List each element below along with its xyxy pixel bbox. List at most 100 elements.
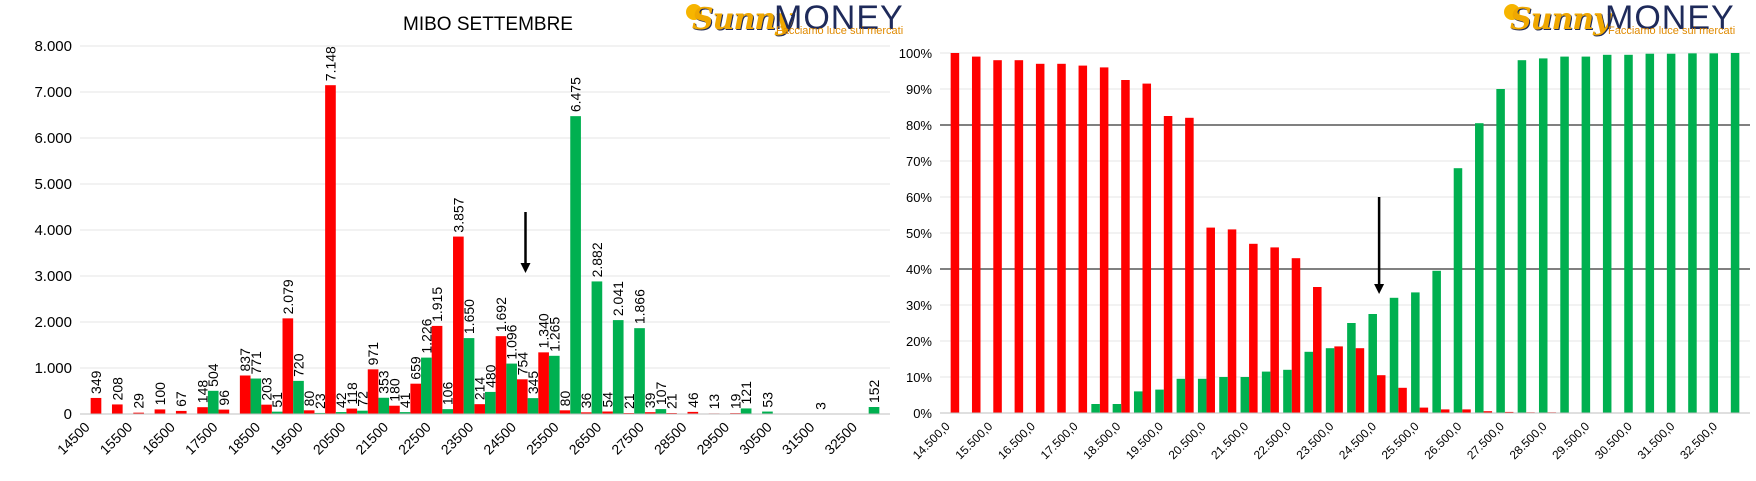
bar [410,383,422,414]
bar [1504,411,1514,413]
bar [1240,377,1250,413]
data-label: 80 [301,391,317,407]
bar [548,355,560,414]
brand-tagline: Facciamo luce sui mercati [776,25,904,37]
bar [431,325,443,414]
data-label: 13 [706,394,722,410]
x-tick-label: 25500 [523,419,562,458]
data-label: 21 [664,393,680,409]
bar [1666,53,1676,413]
x-tick-label: 18500 [224,419,263,458]
bar [1313,287,1322,413]
bar [1035,63,1045,414]
cumulative-percent-chart: 0% 10% 20% 30% 40% 50% 60% 70% 80% 90% 100% 14.500,… [899,46,1750,462]
bar [463,338,475,414]
x-tick-label: 16500 [139,419,178,458]
data-label: 345 [525,371,541,395]
data-label: 121 [738,381,754,405]
data-label: 1.915 [429,287,445,322]
x-tick-label: 22.500,0 [1251,419,1294,462]
x-tick-label: 32.500,0 [1677,419,1720,462]
bar [90,397,102,414]
bar [303,410,315,414]
bar [335,412,347,414]
bar [971,56,981,413]
bar [485,391,496,414]
bar [1730,53,1740,413]
bar [1078,65,1088,413]
bar [1185,117,1194,414]
bar [868,407,880,414]
bar [1133,391,1143,413]
bar [1453,168,1463,413]
x-tick-label: 14.500,0 [910,419,953,462]
bar [1496,89,1505,413]
bar [378,397,390,414]
brand-tagline-2: Facciamo luce sui mercati [1608,25,1736,37]
x-tick-label: 20500 [310,419,349,458]
x-tick-label: 19.500,0 [1123,419,1166,462]
brand-name-sunny: Sunny [692,2,793,37]
x-tick-label: 31500 [779,419,818,458]
y-tick-label: 70% [906,154,932,169]
data-label: 1.866 [632,289,648,324]
x-tick-label: 16.500,0 [995,419,1038,462]
x-tick-label: 32500 [821,419,860,458]
brand-logo-2: Sunny MONEY Facciamo luce sui mercati [1504,0,1740,42]
bar [1057,63,1066,414]
data-label: 118 [344,382,360,405]
bar [442,409,454,414]
bar [516,379,528,414]
bar [591,281,603,414]
bar [1334,346,1343,413]
bar [538,352,549,414]
bar [111,404,123,414]
x-tick-label: 27.500,0 [1464,419,1507,462]
bar [399,412,411,414]
data-label: 720 [290,353,306,377]
bar [570,116,581,415]
bar [239,375,251,414]
x-tick-label: 25.500,0 [1379,419,1422,462]
chart-title: MIBO SETTEMBRE [403,14,573,35]
y-tick-label: 100% [899,46,933,61]
x-tick-label: 23500 [438,419,477,458]
x-tick-label: 17500 [182,419,221,458]
brand-name-money-2: MONEY [1605,0,1735,37]
bar [453,236,464,414]
bar [1376,375,1386,413]
bar [271,411,283,414]
bar [1091,404,1100,413]
data-label: 152 [866,379,882,403]
x-tick-label: 28.500,0 [1507,419,1550,462]
bar [1560,56,1569,413]
bar [1099,67,1109,414]
y-tick-label: 40% [906,262,932,277]
data-label: 39 [642,392,658,408]
x-tick-label: 24500 [480,419,519,458]
bar [495,336,507,414]
data-label: 54 [600,392,616,408]
y-tick-label: 5.000 [34,176,72,193]
x-tick-label: 20.500,0 [1166,419,1209,462]
bar [154,409,166,414]
bar [1432,270,1441,413]
bar [1347,323,1356,413]
x-tick-label: 14500 [54,419,93,458]
bar [655,409,667,414]
y-tick-label: 7.000 [34,84,72,101]
sun-icon-2 [1504,4,1520,20]
bar [506,363,517,414]
bar [1261,371,1271,413]
y-tick-label: 4.000 [34,222,72,239]
bar [1304,351,1314,413]
data-label: 3.857 [450,197,466,232]
x-tick-label: 24.500,0 [1336,419,1379,462]
data-label: 6.475 [568,77,584,112]
x-tick-label: 19500 [267,419,306,458]
x-tick-label: 31.500,0 [1635,419,1678,462]
bar [1325,348,1335,413]
data-label: 100 [152,382,168,406]
data-label: 659 [408,356,424,380]
bar [1270,247,1279,413]
